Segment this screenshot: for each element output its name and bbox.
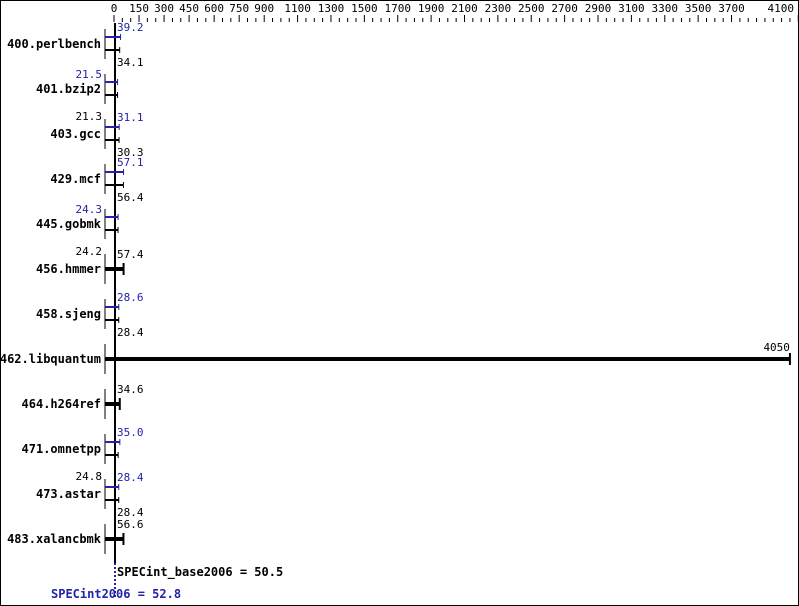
- x-tick-label: 450: [179, 2, 199, 15]
- x-tick-label: 3100: [618, 2, 645, 15]
- x-tick-label: 1900: [418, 2, 445, 15]
- x-tick-label: 300: [154, 2, 174, 15]
- base-value-label: 24.2: [76, 245, 103, 258]
- base-value-label: 34.6: [117, 383, 144, 396]
- benchmark-label: 471.omnetpp: [22, 442, 101, 456]
- peak-value-label: 28.4: [117, 471, 144, 484]
- benchmark-label: 456.hmmer: [36, 262, 101, 276]
- benchmark-label: 401.bzip2: [36, 82, 101, 96]
- base-value-label: 34.1: [117, 56, 144, 69]
- x-tick-label: 1700: [384, 2, 411, 15]
- benchmark-label: 403.gcc: [50, 127, 101, 141]
- benchmark-label: 483.xalancbmk: [7, 532, 102, 546]
- peak-value-label: 28.6: [117, 291, 144, 304]
- x-tick-label: 2900: [585, 2, 612, 15]
- peak-value-label: 35.0: [117, 426, 144, 439]
- base-value-label: 4050: [763, 341, 790, 354]
- x-tick-label: 2100: [451, 2, 478, 15]
- base-value-label: 24.8: [76, 470, 103, 483]
- base-summary-label: SPECint_base2006 = 50.5: [117, 565, 283, 580]
- x-tick-label: 0: [111, 2, 118, 15]
- peak-summary-label: SPECint2006 = 52.8: [51, 587, 181, 601]
- peak-value-label: 24.3: [76, 203, 103, 216]
- peak-value-label: 21.5: [76, 68, 103, 81]
- x-tick-label: 3700: [718, 2, 745, 15]
- base-value-label: 56.6: [117, 518, 144, 531]
- x-tick-label: 150: [129, 2, 149, 15]
- base-value-label: 21.3: [76, 110, 103, 123]
- base-bar: [105, 402, 120, 406]
- x-tick-label: 750: [229, 2, 249, 15]
- benchmark-label: 462.libquantum: [1, 352, 101, 366]
- x-tick-label: 1500: [351, 2, 378, 15]
- benchmark-label: 473.astar: [36, 487, 101, 501]
- peak-value-label: 31.1: [117, 111, 144, 124]
- base-bar: [105, 267, 124, 271]
- benchmark-label: 400.perlbench: [7, 37, 101, 51]
- x-tick-label: 2700: [551, 2, 578, 15]
- base-bar: [105, 537, 124, 541]
- x-tick-label: 3300: [652, 2, 679, 15]
- base-value-label: 57.4: [117, 248, 144, 261]
- benchmark-label: 429.mcf: [50, 172, 101, 186]
- x-tick-label: 4100: [768, 2, 795, 15]
- base-value-label: 28.4: [117, 326, 144, 339]
- base-value-label: 30.3: [117, 146, 144, 159]
- x-tick-label: 900: [254, 2, 274, 15]
- x-tick-label: 600: [204, 2, 224, 15]
- benchmark-label: 458.sjeng: [36, 307, 101, 321]
- base-value-label: 28.4: [117, 506, 144, 519]
- benchmark-label: 445.gobmk: [36, 217, 102, 231]
- x-tick-label: 2300: [485, 2, 512, 15]
- base-bar: [105, 357, 790, 361]
- x-tick-label: 3500: [685, 2, 712, 15]
- benchmark-label: 464.h264ref: [22, 397, 101, 411]
- peak-value-label: 39.2: [117, 21, 144, 34]
- x-tick-label: 2500: [518, 2, 545, 15]
- x-tick-label: 1300: [318, 2, 345, 15]
- base-value-label: 56.4: [117, 191, 144, 204]
- x-tick-label: 1100: [284, 2, 311, 15]
- peak-value-label: 57.1: [117, 156, 144, 169]
